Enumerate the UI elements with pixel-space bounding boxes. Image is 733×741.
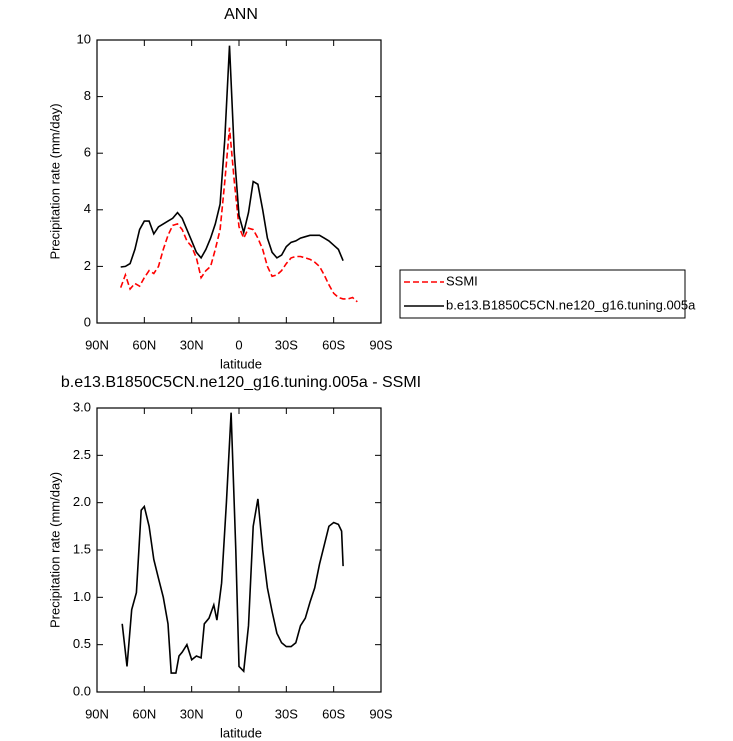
x-axis-label: latitude [220, 725, 262, 740]
legend-label: b.e13.B1850C5CN.ne120_g16.tuning.005a [446, 297, 696, 312]
x-tick-label: 60S [322, 337, 345, 352]
plot-frame [96, 39, 382, 324]
x-tick-label: 30S [275, 706, 298, 721]
x-tick-label: 90N [85, 337, 109, 352]
data-line [119, 127, 358, 303]
y-tick-label: 2.5 [73, 447, 91, 462]
x-tick-label: 30N [180, 337, 204, 352]
x-tick-label: 60S [322, 706, 345, 721]
y-tick-label: 8 [84, 88, 91, 103]
x-tick-label: 30N [180, 706, 204, 721]
y-tick-label: 0 [84, 314, 91, 329]
x-tick-label: 90S [369, 337, 392, 352]
data-line [120, 45, 344, 268]
legend-box [399, 269, 686, 319]
y-tick-label: 4 [84, 201, 91, 216]
y-tick-label: 1.5 [73, 541, 91, 556]
data-line [121, 412, 344, 674]
x-tick-label: 30S [275, 337, 298, 352]
y-tick-label: 2.0 [73, 494, 91, 509]
chart-title: b.e13.B1850C5CN.ne120_g16.tuning.005a - … [61, 374, 421, 391]
x-tick-label: 0 [235, 706, 242, 721]
x-tick-label: 60N [132, 337, 156, 352]
y-tick-label: 2 [84, 258, 91, 273]
y-tick-label: 1.0 [73, 589, 91, 604]
legend-label: SSMI [446, 273, 478, 288]
y-tick-label: 6 [84, 145, 91, 160]
y-axis-label: Precipitation rate (mm/day) [47, 103, 62, 259]
y-axis-label: Precipitation rate (mm/day) [47, 472, 62, 628]
y-tick-label: 0.5 [73, 636, 91, 651]
y-tick-label: 10 [77, 31, 91, 46]
x-tick-label: 90S [369, 706, 392, 721]
x-axis-label: latitude [220, 356, 262, 371]
x-tick-label: 60N [132, 706, 156, 721]
y-tick-label: 0.0 [73, 683, 91, 698]
x-tick-label: 90N [85, 706, 109, 721]
x-tick-label: 0 [235, 337, 242, 352]
y-tick-label: 3.0 [73, 399, 91, 414]
plot-frame [96, 407, 382, 693]
chart-title: ANN [224, 6, 258, 23]
